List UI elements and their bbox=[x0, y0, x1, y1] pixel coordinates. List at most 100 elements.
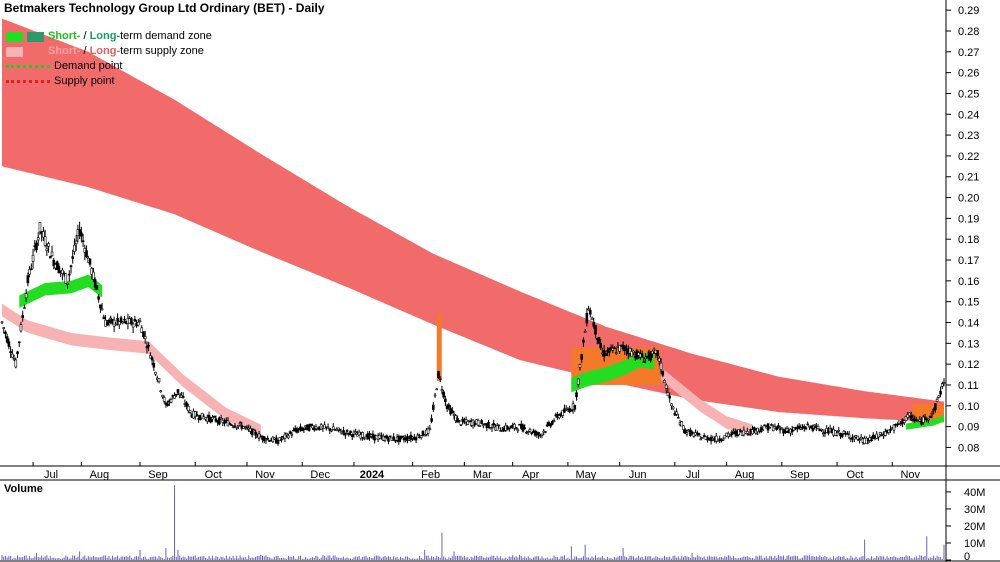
candle-body bbox=[55, 261, 59, 270]
candle-body bbox=[99, 304, 102, 309]
candle-body bbox=[658, 357, 661, 362]
candle-body bbox=[530, 432, 533, 434]
volume-tick-label: 20M bbox=[964, 521, 985, 533]
candle-body bbox=[870, 439, 873, 442]
candle-body bbox=[790, 429, 794, 432]
candle-body bbox=[285, 432, 288, 436]
candle-body bbox=[185, 402, 188, 407]
candle-body bbox=[739, 430, 742, 432]
x-tick-label: Dec bbox=[310, 469, 330, 481]
candle-body bbox=[768, 426, 772, 429]
candle-body bbox=[699, 438, 703, 441]
candle-body bbox=[330, 429, 333, 432]
candle-body bbox=[540, 433, 544, 436]
candle-body bbox=[492, 423, 496, 426]
x-tick-label: Jun bbox=[629, 469, 647, 481]
y-tick-label: 0.15 bbox=[958, 297, 979, 309]
candle-body bbox=[350, 434, 354, 438]
candle-body bbox=[212, 416, 216, 418]
x-tick-label: Sep bbox=[790, 469, 810, 481]
candle-body bbox=[780, 427, 784, 430]
candle-body bbox=[747, 433, 751, 436]
candle-body bbox=[623, 345, 627, 351]
candle-body bbox=[178, 393, 182, 395]
legend-demand-zone: Short- / Long-term demand zone bbox=[6, 29, 212, 44]
candle-body bbox=[761, 429, 765, 432]
candle-body bbox=[840, 433, 844, 437]
candle-body bbox=[642, 361, 646, 363]
y-tick-label: 0.25 bbox=[958, 88, 979, 100]
candle-body bbox=[918, 419, 922, 422]
candle-body bbox=[61, 269, 64, 274]
candle-body bbox=[923, 416, 927, 419]
legend-supply-point-label: Supply point bbox=[54, 75, 115, 87]
candle-body bbox=[537, 432, 540, 436]
candle-body bbox=[302, 428, 306, 431]
candle-body bbox=[152, 363, 156, 368]
short-term-supply-zone-2 bbox=[649, 357, 753, 437]
y-tick-label: 0.09 bbox=[958, 422, 979, 434]
candle-body bbox=[385, 435, 389, 439]
candle-body bbox=[174, 393, 178, 396]
candle-body bbox=[480, 420, 483, 424]
volume-tick-label: 10M bbox=[964, 538, 985, 550]
legend-demand-rest: term demand zone bbox=[120, 30, 212, 42]
candle-body bbox=[837, 429, 841, 432]
candle-body bbox=[664, 384, 668, 389]
candle-body bbox=[419, 435, 423, 438]
candle-body bbox=[816, 425, 820, 430]
candle-body bbox=[578, 364, 582, 368]
candle-body bbox=[295, 429, 299, 433]
y-tick-label: 0.27 bbox=[958, 47, 979, 59]
candle-body bbox=[283, 434, 287, 439]
candle-body bbox=[254, 431, 257, 436]
candle-body bbox=[842, 430, 846, 434]
candle-body bbox=[71, 256, 75, 259]
candle-body bbox=[4, 331, 7, 335]
candle-body bbox=[468, 420, 471, 422]
candle-body bbox=[166, 403, 169, 406]
candle-body bbox=[778, 428, 782, 431]
candle-body bbox=[533, 430, 537, 436]
candle-body bbox=[730, 431, 734, 436]
candle-body bbox=[154, 371, 157, 375]
candle-body bbox=[416, 434, 420, 437]
candle-body bbox=[145, 346, 149, 349]
candle-body bbox=[682, 425, 685, 430]
candle-body bbox=[545, 424, 549, 427]
y-tick-label: 0.11 bbox=[958, 380, 979, 392]
candle-body bbox=[118, 321, 121, 326]
candle-body bbox=[940, 383, 944, 387]
candle-body bbox=[775, 426, 778, 430]
candle-body bbox=[85, 250, 88, 258]
candle-body bbox=[670, 403, 673, 407]
candle-body bbox=[266, 438, 269, 440]
candle-body bbox=[428, 428, 432, 430]
candle-body bbox=[858, 439, 861, 441]
candle-body bbox=[935, 399, 939, 402]
x-tick-label: 2024 bbox=[360, 469, 385, 481]
candle-body bbox=[43, 236, 47, 246]
candle-body bbox=[497, 424, 501, 427]
candle-body bbox=[887, 429, 891, 433]
candle-body bbox=[430, 418, 433, 422]
legend-supply-rest: term supply zone bbox=[120, 45, 204, 57]
candle-body bbox=[777, 425, 780, 428]
candle-body bbox=[383, 437, 387, 441]
candle-body bbox=[714, 435, 718, 442]
candle-body bbox=[813, 424, 816, 427]
candle-body bbox=[464, 419, 468, 423]
candle-body bbox=[149, 355, 152, 359]
short-term-demand-zone-2 bbox=[571, 352, 655, 393]
candle-body bbox=[21, 315, 25, 318]
candle-body bbox=[64, 273, 68, 284]
candle-body bbox=[697, 433, 701, 436]
candle-body bbox=[331, 426, 335, 430]
x-tick-label: Nov bbox=[255, 469, 275, 481]
candle-body bbox=[143, 336, 147, 340]
y-tick-label: 0.18 bbox=[958, 234, 979, 246]
candle-body bbox=[123, 318, 126, 321]
candle-body bbox=[323, 424, 326, 429]
candle-body bbox=[878, 432, 882, 435]
candle-body bbox=[181, 396, 185, 398]
